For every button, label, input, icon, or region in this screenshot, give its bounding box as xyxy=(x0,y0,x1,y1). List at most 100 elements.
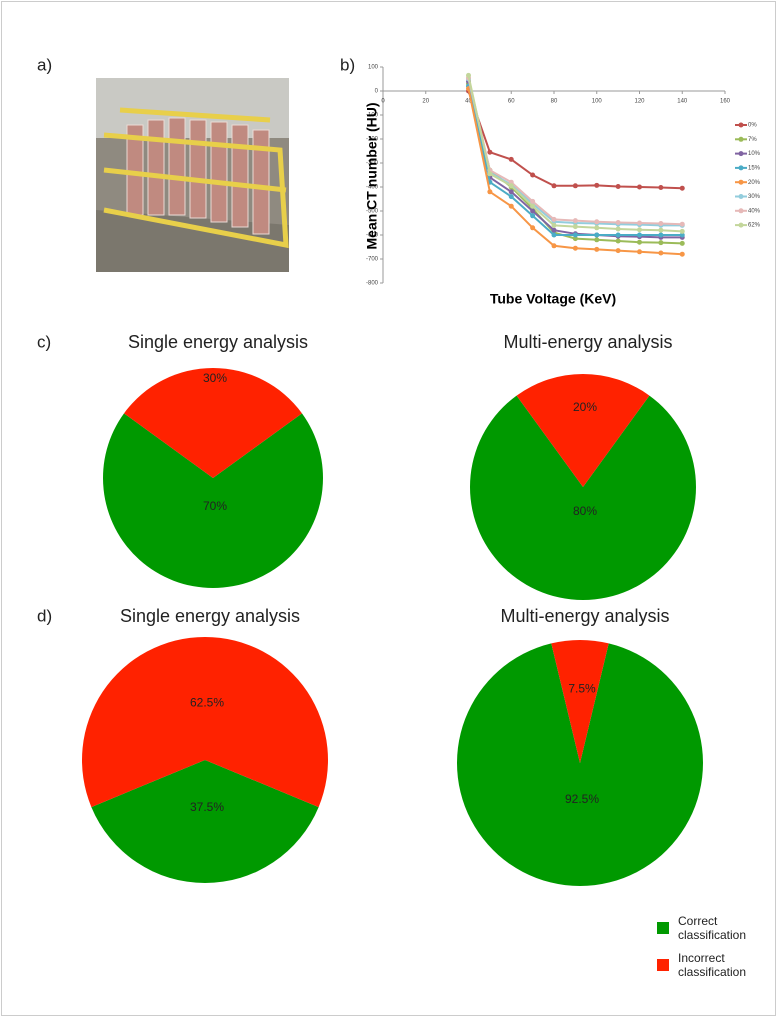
series-marker xyxy=(572,183,578,189)
slice-label: 37.5% xyxy=(190,800,224,814)
series-marker xyxy=(637,220,642,226)
series-marker xyxy=(594,225,600,231)
series-marker xyxy=(658,227,664,233)
x-tick-label: 60 xyxy=(508,99,515,105)
series-marker xyxy=(637,249,642,255)
pie-title: Multi-energy analysis xyxy=(500,606,669,626)
legend-swatch xyxy=(657,959,669,971)
x-tick-label: 80 xyxy=(551,99,558,105)
series-marker xyxy=(572,245,578,251)
x-tick-label: 40 xyxy=(465,99,472,105)
series-marker xyxy=(658,240,664,246)
y-tick-label: -500 xyxy=(366,209,379,215)
series-marker xyxy=(530,203,536,209)
series-marker xyxy=(679,185,685,191)
series-marker xyxy=(551,227,557,233)
x-tick-label: 0 xyxy=(381,99,385,105)
series-marker xyxy=(572,224,578,230)
series-marker xyxy=(658,232,664,238)
slice-label: 92.5% xyxy=(565,792,599,806)
series-marker xyxy=(615,220,621,226)
slice-label: 7.5% xyxy=(568,681,596,695)
x-tick-label: 160 xyxy=(720,99,731,105)
series-marker xyxy=(679,232,685,238)
legend-marker xyxy=(738,222,744,228)
y-tick-label: -800 xyxy=(366,281,379,287)
series-marker xyxy=(658,184,664,190)
pie-slice xyxy=(91,760,319,883)
slice-label: 80% xyxy=(573,504,597,518)
legend-swatch xyxy=(657,922,669,934)
series-marker xyxy=(615,226,621,232)
series-marker xyxy=(551,183,557,189)
series-marker xyxy=(530,213,536,219)
series-marker xyxy=(594,182,600,188)
pie-slice xyxy=(456,643,703,886)
series-marker xyxy=(551,243,557,249)
x-tick-label: 100 xyxy=(592,99,603,105)
legend-label: 15% xyxy=(748,165,761,171)
series-marker xyxy=(508,194,514,200)
pie-title: Multi-energy analysis xyxy=(503,332,672,352)
y-tick-label: 0 xyxy=(375,89,379,95)
series-marker xyxy=(466,72,471,78)
series-marker xyxy=(615,184,621,190)
series-line xyxy=(467,77,683,226)
legend-label: 0% xyxy=(748,123,757,129)
legend-label: 7% xyxy=(748,137,757,143)
series-marker xyxy=(615,232,621,238)
series-marker xyxy=(530,198,536,204)
panel-label: c) xyxy=(37,332,51,351)
series-marker xyxy=(572,236,578,242)
series-marker xyxy=(508,183,514,189)
panel-label: d) xyxy=(37,606,52,625)
legend-marker xyxy=(738,179,744,185)
y-tick-label: -200 xyxy=(366,137,379,143)
photo xyxy=(96,78,289,272)
legend-label: 30% xyxy=(748,194,761,200)
series-line xyxy=(467,90,683,190)
y-tick-label: -700 xyxy=(366,257,379,263)
panel-label: a) xyxy=(37,55,52,74)
series-marker xyxy=(551,216,557,222)
pie-slice xyxy=(551,639,609,763)
series-marker xyxy=(530,172,536,178)
y-axis-title: Mean CT number (HU) xyxy=(364,103,380,250)
series-marker xyxy=(551,222,557,228)
series-marker xyxy=(594,246,600,252)
legend-marker xyxy=(738,194,744,199)
legend-marker xyxy=(738,165,744,171)
series-marker xyxy=(615,248,621,254)
legend-marker xyxy=(738,208,744,214)
series-marker xyxy=(594,219,600,225)
series-line xyxy=(467,75,683,233)
series-marker xyxy=(594,232,600,238)
slice-label: 20% xyxy=(573,400,597,414)
pie-slice xyxy=(124,368,302,478)
series-marker xyxy=(637,232,642,238)
legend-marker xyxy=(738,151,744,157)
series-marker xyxy=(658,250,664,256)
legend-label: 62% xyxy=(748,223,761,229)
x-tick-label: 20 xyxy=(422,99,429,105)
legend-label: Correct classification xyxy=(678,914,747,942)
legend-label: Incorrect classification xyxy=(678,951,747,979)
y-tick-label: -300 xyxy=(366,161,379,167)
series-marker xyxy=(487,149,493,155)
series-marker xyxy=(679,251,685,257)
pie-title: Single energy analysis xyxy=(120,606,300,626)
x-tick-label: 120 xyxy=(634,99,645,105)
pie-slice xyxy=(103,413,323,588)
pie-title: Single energy analysis xyxy=(128,332,308,352)
y-tick-label: -100 xyxy=(366,113,379,119)
legend-label: 20% xyxy=(748,180,761,186)
series-marker xyxy=(530,208,536,214)
series-marker xyxy=(658,220,664,226)
pie-slice xyxy=(470,395,696,600)
legend-label: 10% xyxy=(748,151,761,157)
series-marker xyxy=(637,227,642,233)
series-line xyxy=(467,78,683,227)
